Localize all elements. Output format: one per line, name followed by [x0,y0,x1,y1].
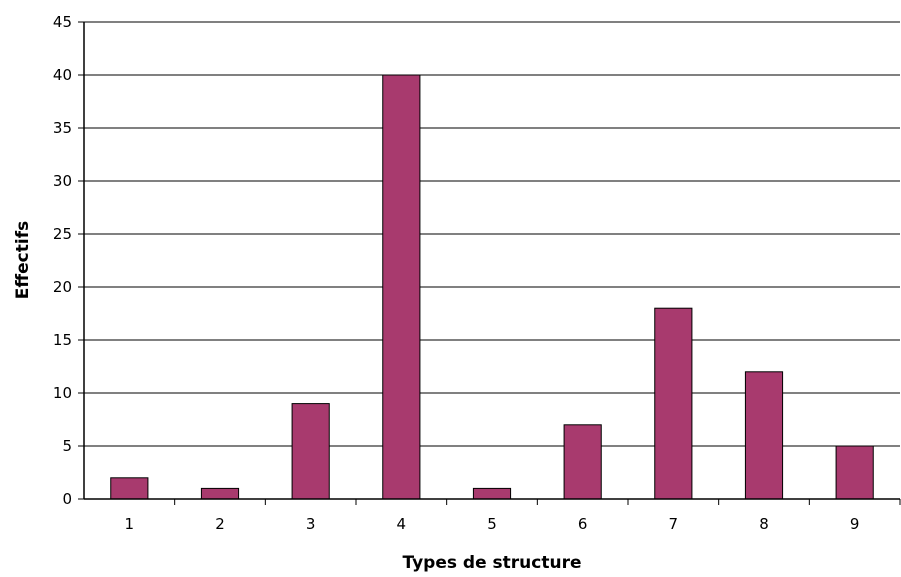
y-tick-label: 25 [53,225,72,243]
bar-6 [563,424,602,500]
y-tick-label: 20 [53,278,72,296]
bar-5 [472,487,512,500]
bar-8 [744,371,784,500]
x-tick-label: 1 [125,515,135,533]
x-tick-label: 4 [397,515,407,533]
y-axis-title: Effectifs [13,221,33,299]
bar-7 [654,307,693,500]
x-tick-label: 5 [487,515,497,533]
x-tick-label: 2 [215,515,225,533]
x-tick-label: 3 [306,515,316,533]
y-tick-label: 40 [53,66,72,84]
y-ticks: 0 5 10 15 20 25 30 35 40 45 [53,13,84,508]
axes [83,22,900,500]
y-tick-label: 0 [62,490,72,508]
x-tick-label: 9 [850,515,860,533]
y-tick-label: 35 [53,119,72,137]
y-tick-label: 30 [53,172,72,190]
y-tick-label: 15 [53,331,72,349]
bar-1 [110,477,149,500]
x-tick-label: 7 [669,515,679,533]
bar-4 [382,74,421,500]
x-axis-title: Types de structure [403,553,582,573]
bars [110,74,874,500]
bar-9 [835,445,874,500]
y-tick-label: 45 [53,13,72,31]
bar-2 [200,487,240,500]
bar-3 [291,403,330,500]
y-tick-label: 5 [62,437,72,455]
x-tick-label: 8 [759,515,769,533]
y-tick-label: 10 [53,384,72,402]
gridlines [84,21,900,447]
x-tick-label: 6 [578,515,588,533]
x-ticks: 1 2 3 4 5 6 7 8 9 [125,499,901,533]
